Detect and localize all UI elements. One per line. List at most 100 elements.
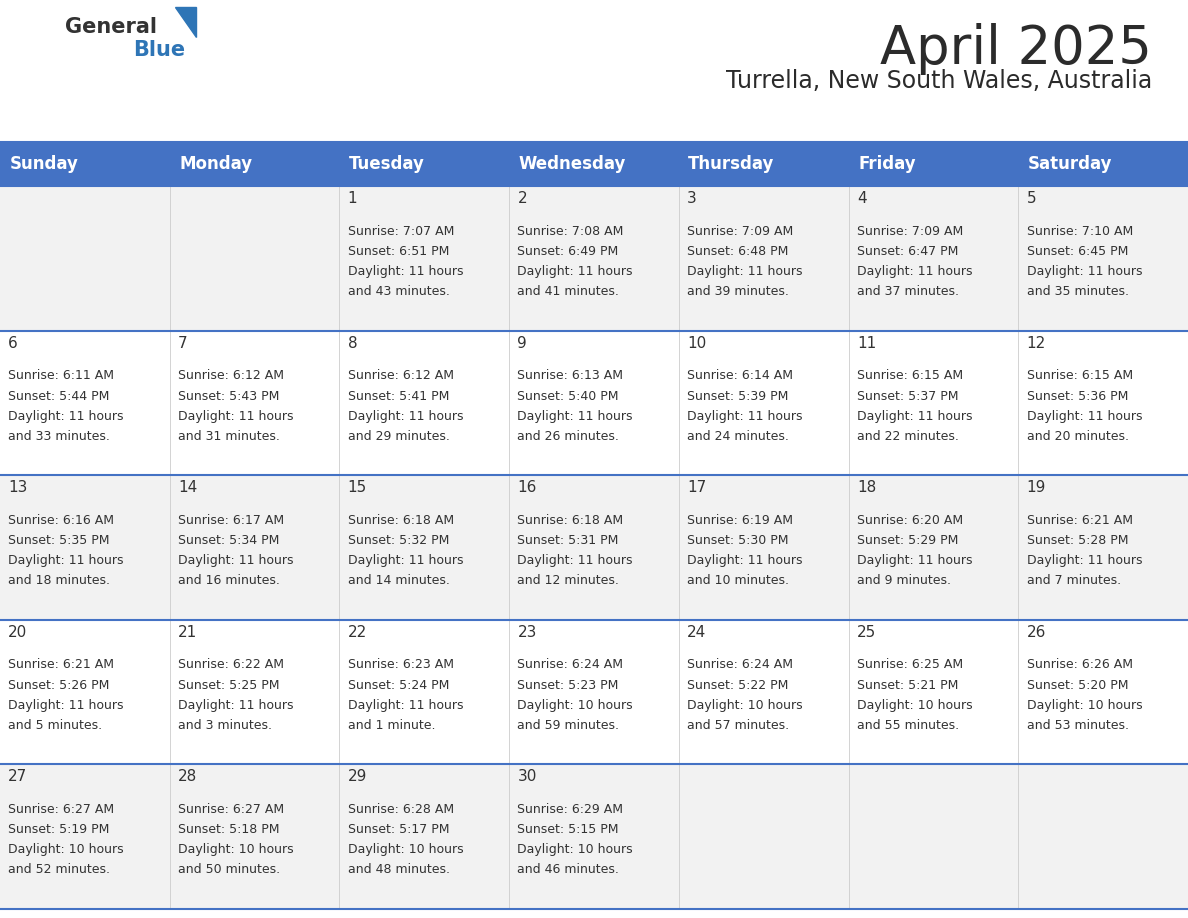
Text: Daylight: 10 hours: Daylight: 10 hours	[518, 844, 633, 856]
Text: Friday: Friday	[858, 155, 916, 174]
Text: 22: 22	[348, 625, 367, 640]
Text: Daylight: 10 hours: Daylight: 10 hours	[8, 844, 124, 856]
Text: and 43 minutes.: and 43 minutes.	[348, 285, 449, 298]
Text: Sunrise: 6:11 AM: Sunrise: 6:11 AM	[8, 369, 114, 383]
Text: and 5 minutes.: and 5 minutes.	[8, 719, 102, 732]
Text: Sunrise: 7:09 AM: Sunrise: 7:09 AM	[857, 225, 963, 238]
FancyBboxPatch shape	[0, 186, 1188, 330]
Text: and 50 minutes.: and 50 minutes.	[178, 864, 280, 877]
Text: Monday: Monday	[179, 155, 252, 174]
Text: Sunset: 5:28 PM: Sunset: 5:28 PM	[1026, 534, 1129, 547]
Text: Sunset: 5:34 PM: Sunset: 5:34 PM	[178, 534, 279, 547]
Text: Sunset: 5:32 PM: Sunset: 5:32 PM	[348, 534, 449, 547]
Text: Sunset: 6:49 PM: Sunset: 6:49 PM	[518, 245, 619, 258]
Text: Wednesday: Wednesday	[519, 155, 626, 174]
Text: and 18 minutes.: and 18 minutes.	[8, 575, 110, 588]
Text: 5: 5	[1026, 192, 1036, 207]
Text: Sunrise: 6:12 AM: Sunrise: 6:12 AM	[178, 369, 284, 383]
Text: Daylight: 11 hours: Daylight: 11 hours	[1026, 554, 1142, 567]
Text: and 33 minutes.: and 33 minutes.	[8, 430, 110, 443]
Text: and 12 minutes.: and 12 minutes.	[518, 575, 619, 588]
Text: Sunrise: 6:29 AM: Sunrise: 6:29 AM	[518, 803, 624, 816]
Text: and 9 minutes.: and 9 minutes.	[857, 575, 950, 588]
Text: Sunrise: 6:17 AM: Sunrise: 6:17 AM	[178, 514, 284, 527]
Text: Sunset: 5:43 PM: Sunset: 5:43 PM	[178, 389, 279, 403]
Text: Sunset: 5:40 PM: Sunset: 5:40 PM	[518, 389, 619, 403]
Text: 30: 30	[518, 769, 537, 785]
Text: Daylight: 11 hours: Daylight: 11 hours	[348, 409, 463, 423]
Text: Daylight: 11 hours: Daylight: 11 hours	[857, 409, 973, 423]
Text: 19: 19	[1026, 480, 1045, 496]
Text: 17: 17	[687, 480, 707, 496]
Text: Sunset: 5:17 PM: Sunset: 5:17 PM	[348, 823, 449, 836]
Text: 11: 11	[857, 336, 876, 351]
Text: General: General	[65, 17, 157, 37]
Text: and 7 minutes.: and 7 minutes.	[1026, 575, 1120, 588]
Text: 28: 28	[178, 769, 197, 785]
Text: Sunset: 5:36 PM: Sunset: 5:36 PM	[1026, 389, 1127, 403]
Text: 6: 6	[8, 336, 18, 351]
Text: and 41 minutes.: and 41 minutes.	[518, 285, 619, 298]
FancyBboxPatch shape	[0, 330, 1188, 476]
Text: Daylight: 11 hours: Daylight: 11 hours	[178, 554, 293, 567]
Text: 24: 24	[687, 625, 707, 640]
Text: Daylight: 10 hours: Daylight: 10 hours	[518, 699, 633, 711]
Text: and 3 minutes.: and 3 minutes.	[178, 719, 272, 732]
Text: Daylight: 11 hours: Daylight: 11 hours	[857, 265, 973, 278]
Text: 18: 18	[857, 480, 876, 496]
Text: Sunrise: 6:23 AM: Sunrise: 6:23 AM	[348, 658, 454, 671]
Text: Sunrise: 6:15 AM: Sunrise: 6:15 AM	[857, 369, 963, 383]
Text: 23: 23	[518, 625, 537, 640]
Text: Sunrise: 6:18 AM: Sunrise: 6:18 AM	[348, 514, 454, 527]
Text: Sunrise: 6:18 AM: Sunrise: 6:18 AM	[518, 514, 624, 527]
Text: Sunrise: 6:13 AM: Sunrise: 6:13 AM	[518, 369, 624, 383]
Text: Daylight: 10 hours: Daylight: 10 hours	[687, 699, 803, 711]
Text: 13: 13	[8, 480, 27, 496]
Text: Sunday: Sunday	[10, 155, 78, 174]
Text: Sunrise: 6:12 AM: Sunrise: 6:12 AM	[348, 369, 454, 383]
Text: and 37 minutes.: and 37 minutes.	[857, 285, 959, 298]
Text: Sunset: 5:24 PM: Sunset: 5:24 PM	[348, 678, 449, 691]
Text: and 31 minutes.: and 31 minutes.	[178, 430, 280, 443]
Text: Thursday: Thursday	[688, 155, 775, 174]
Text: and 57 minutes.: and 57 minutes.	[687, 719, 789, 732]
Text: 9: 9	[518, 336, 527, 351]
Text: and 59 minutes.: and 59 minutes.	[518, 719, 619, 732]
Text: Saturday: Saturday	[1028, 155, 1112, 174]
Text: Sunset: 6:48 PM: Sunset: 6:48 PM	[687, 245, 789, 258]
Text: Sunrise: 6:22 AM: Sunrise: 6:22 AM	[178, 658, 284, 671]
Text: Sunrise: 6:16 AM: Sunrise: 6:16 AM	[8, 514, 114, 527]
Text: and 10 minutes.: and 10 minutes.	[687, 575, 789, 588]
Text: Daylight: 11 hours: Daylight: 11 hours	[687, 409, 803, 423]
Text: Sunset: 5:37 PM: Sunset: 5:37 PM	[857, 389, 959, 403]
Text: Sunset: 5:21 PM: Sunset: 5:21 PM	[857, 678, 959, 691]
Text: Daylight: 11 hours: Daylight: 11 hours	[1026, 265, 1142, 278]
Text: and 14 minutes.: and 14 minutes.	[348, 575, 449, 588]
Text: Sunset: 5:41 PM: Sunset: 5:41 PM	[348, 389, 449, 403]
Text: and 20 minutes.: and 20 minutes.	[1026, 430, 1129, 443]
Text: Daylight: 11 hours: Daylight: 11 hours	[8, 699, 124, 711]
Text: 27: 27	[8, 769, 27, 785]
Text: Sunset: 6:47 PM: Sunset: 6:47 PM	[857, 245, 959, 258]
Text: Sunrise: 6:20 AM: Sunrise: 6:20 AM	[857, 514, 963, 527]
Text: and 24 minutes.: and 24 minutes.	[687, 430, 789, 443]
Text: Daylight: 11 hours: Daylight: 11 hours	[8, 409, 124, 423]
Text: Sunset: 5:20 PM: Sunset: 5:20 PM	[1026, 678, 1129, 691]
Text: Turrella, New South Wales, Australia: Turrella, New South Wales, Australia	[726, 69, 1152, 93]
Text: Sunset: 5:19 PM: Sunset: 5:19 PM	[8, 823, 109, 836]
FancyBboxPatch shape	[0, 765, 1188, 909]
Text: and 53 minutes.: and 53 minutes.	[1026, 719, 1129, 732]
Text: Sunrise: 7:07 AM: Sunrise: 7:07 AM	[348, 225, 454, 238]
Text: and 48 minutes.: and 48 minutes.	[348, 864, 450, 877]
Text: Daylight: 11 hours: Daylight: 11 hours	[178, 699, 293, 711]
Text: Daylight: 11 hours: Daylight: 11 hours	[348, 699, 463, 711]
Polygon shape	[175, 7, 196, 37]
Text: Sunset: 5:18 PM: Sunset: 5:18 PM	[178, 823, 279, 836]
Text: 12: 12	[1026, 336, 1045, 351]
Text: April 2025: April 2025	[880, 23, 1152, 75]
Text: Sunrise: 6:24 AM: Sunrise: 6:24 AM	[687, 658, 794, 671]
Text: 10: 10	[687, 336, 707, 351]
Text: and 39 minutes.: and 39 minutes.	[687, 285, 789, 298]
Text: Daylight: 11 hours: Daylight: 11 hours	[178, 409, 293, 423]
Text: 4: 4	[857, 192, 866, 207]
